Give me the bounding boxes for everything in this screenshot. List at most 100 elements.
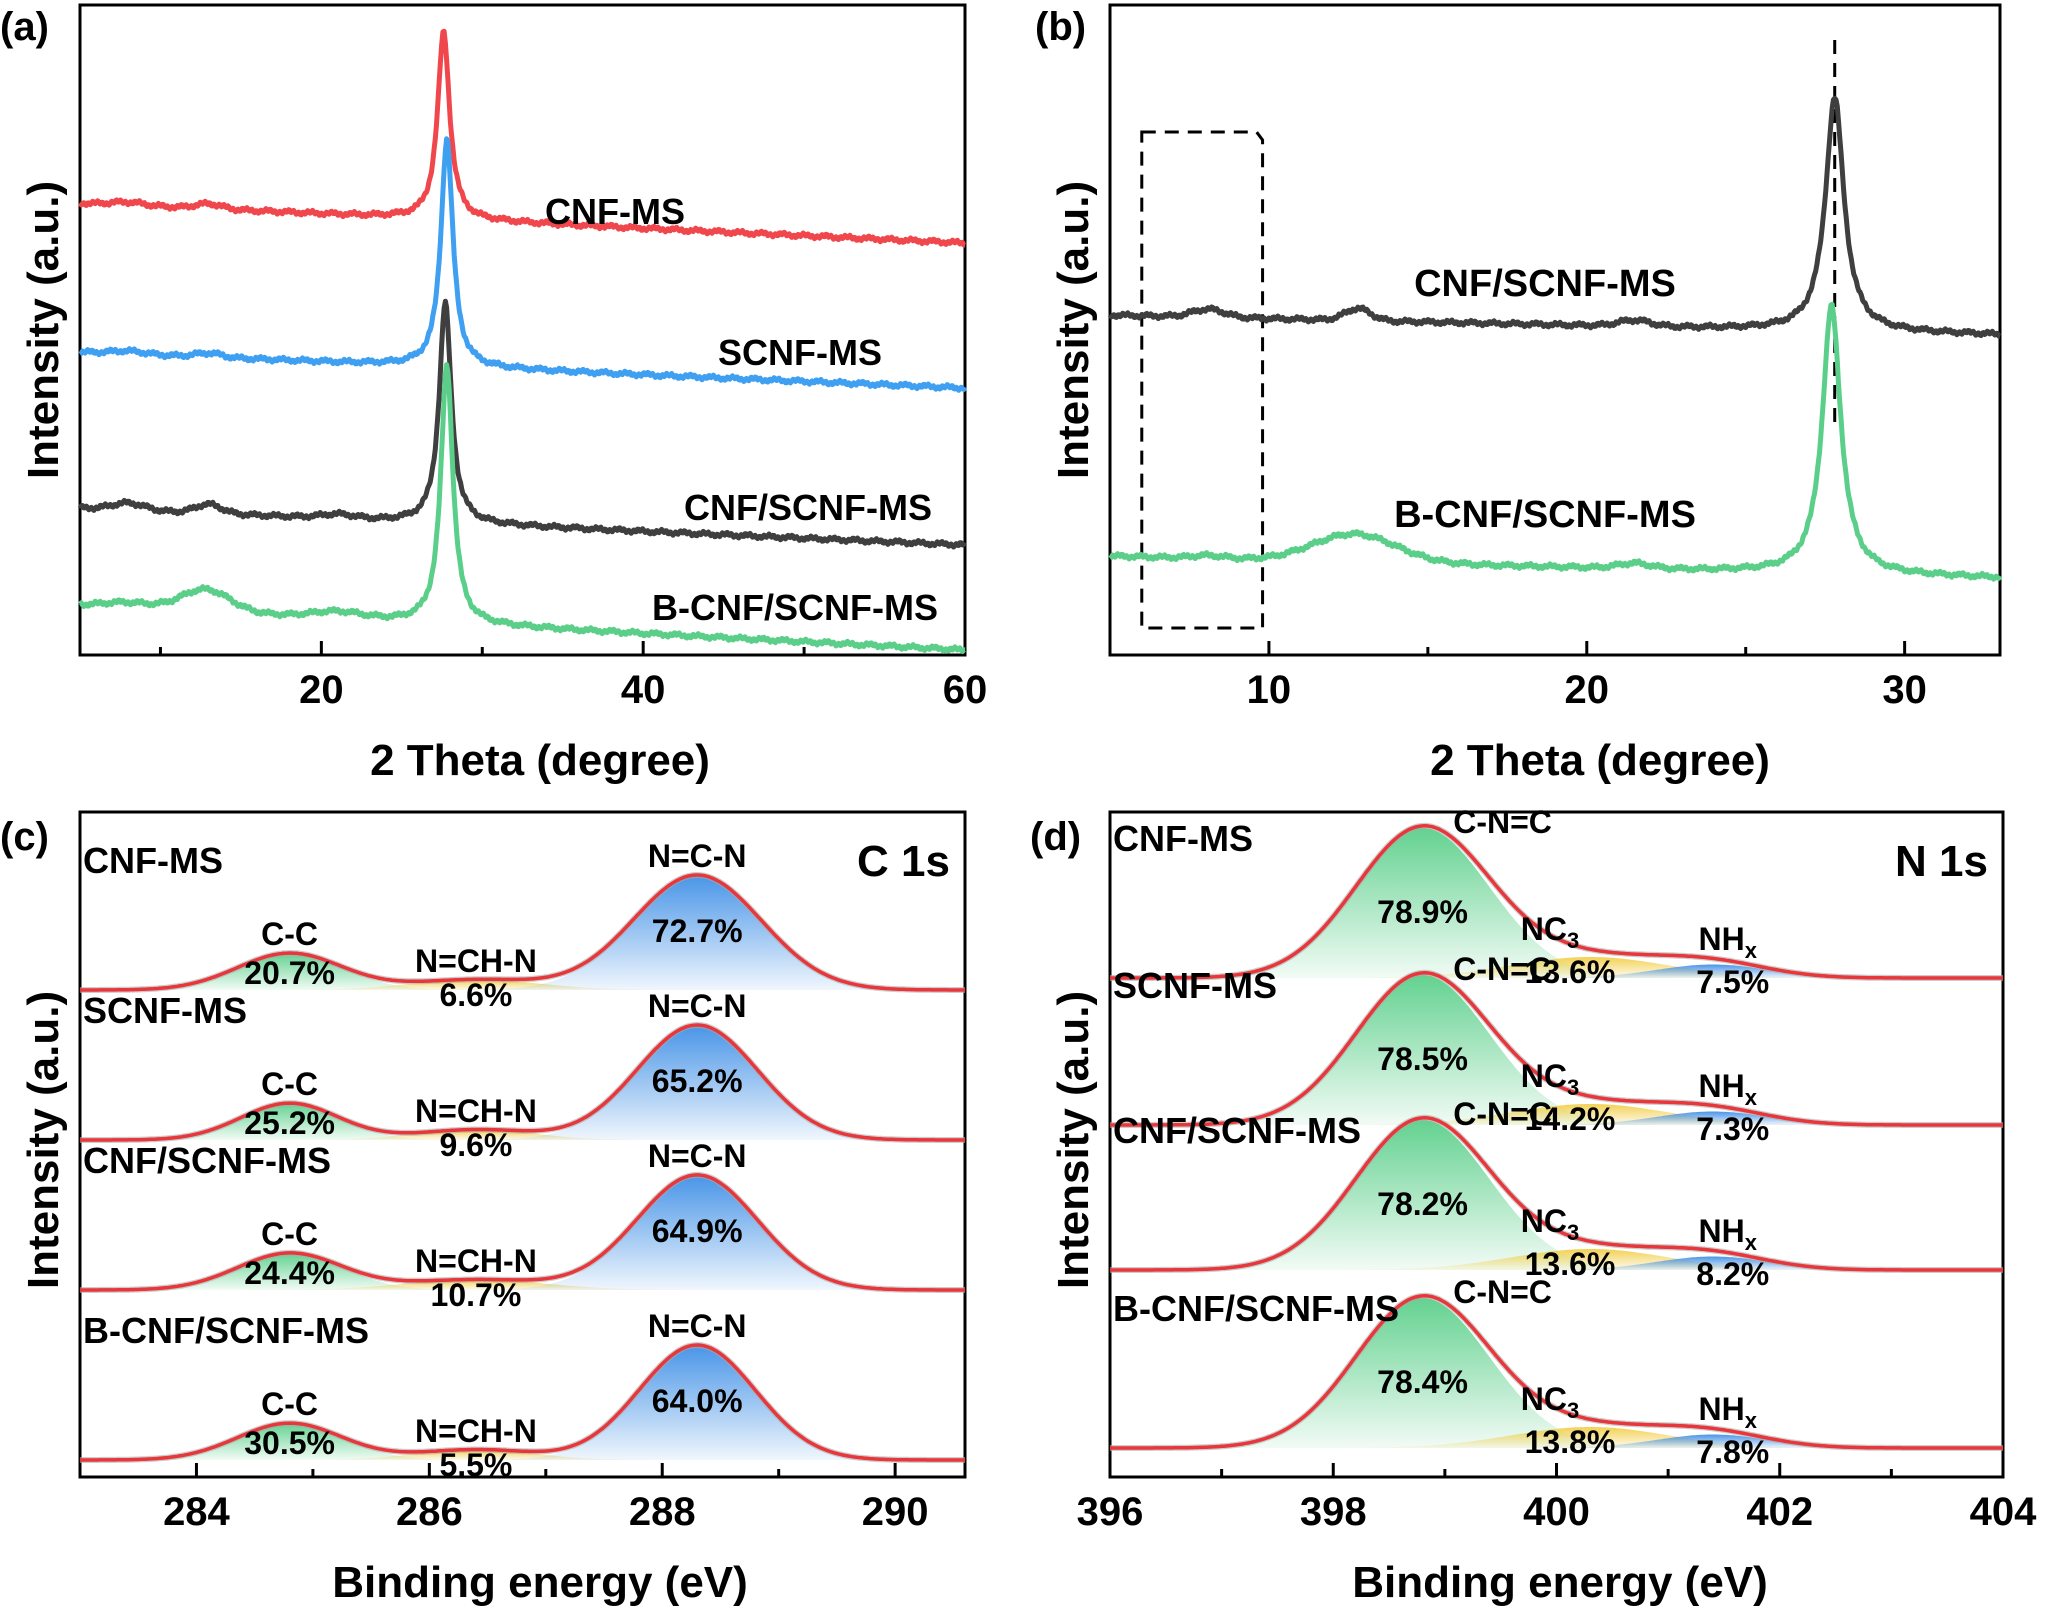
peak-name: N=CH-N (415, 1093, 537, 1129)
component-peak (1110, 1111, 2003, 1125)
fitted-envelope (80, 1343, 965, 1462)
peak-percent: 30.5% (244, 1425, 335, 1461)
series-line (1107, 95, 2002, 339)
peak-percent: 13.8% (1525, 1424, 1616, 1460)
peak-name: C-C (261, 1216, 318, 1252)
panel-c-element: C 1s (857, 837, 950, 886)
component-peak (1110, 1249, 2003, 1270)
component-peak (1110, 1104, 2003, 1125)
peak-percent: 64.9% (652, 1213, 743, 1249)
peak-name: NC3 (1521, 1381, 1579, 1423)
component-peak (1110, 828, 2003, 978)
peak-percent: 24.4% (244, 1255, 335, 1291)
peak-percent: 13.6% (1525, 954, 1616, 990)
peak-name: N=C-N (648, 1308, 747, 1344)
panel-b-frame (1108, 3, 2002, 657)
panel-c-xlabel: Binding energy (eV) (332, 1558, 748, 1607)
peak-percent: 7.3% (1696, 1111, 1769, 1147)
peak-name-subscript: 3 (1567, 928, 1579, 953)
xtick-label: 402 (1746, 1490, 1813, 1534)
peak-name: NHx (1699, 1068, 1758, 1110)
panel-c-series (80, 872, 965, 1463)
series-line (78, 136, 968, 393)
peak-percent: 78.2% (1377, 1186, 1468, 1222)
xtick-label: 40 (621, 668, 666, 712)
peak-name: N=C-N (648, 988, 747, 1024)
panel-b-ylabel: Intensity (a.u.) (1049, 181, 1098, 479)
panel-c-peak-labels: CNF-MSC-C20.7% N=CH-N6.6%N=C-N72.7%SCNF-M… (83, 838, 747, 1483)
panel-b-series-label: B-CNF/SCNF-MS (1394, 494, 1696, 536)
panel-b-series (1107, 95, 2003, 582)
component-peak (80, 1279, 965, 1290)
series-name: B-CNF/SCNF-MS (1113, 1288, 1399, 1329)
fitted-envelope (1110, 971, 2003, 1127)
fitted-envelope (80, 873, 965, 992)
peak-name: C-N=C (1453, 804, 1552, 840)
peak-percent: 64.0% (652, 1383, 743, 1419)
panel-a-series-label: SCNF-MS (718, 332, 882, 373)
peak-name: N=CH-N (415, 1243, 537, 1279)
peak-name: NHx (1699, 921, 1758, 963)
panel-a-series-label: CNF/SCNF-MS (684, 487, 932, 528)
xtick-label: 290 (862, 1490, 929, 1534)
component-peak (80, 1103, 965, 1140)
panel-a-series-label: CNF-MS (545, 191, 685, 232)
xtick-label: 20 (1565, 668, 1610, 712)
peak-percent: 7.8% (1696, 1434, 1769, 1470)
series-name: B-CNF/SCNF-MS (83, 1310, 369, 1351)
series-name: CNF/SCNF-MS (83, 1140, 331, 1181)
panel-a-frame (78, 3, 967, 657)
peak-percent: 8.2% (1696, 1256, 1769, 1292)
peak-percent: 65.2% (652, 1063, 743, 1099)
component-peak (1110, 1427, 2003, 1448)
xtick-label: 288 (629, 1490, 696, 1534)
peak-name: NHx (1699, 1213, 1758, 1255)
panel-c-frame (78, 810, 967, 1479)
panel-d: (d) N 1s 396 398 400 402 404 CNF-MS C-N=C 78.9… (1030, 804, 2037, 1607)
panel-c-ylabel: Intensity (a.u.) (19, 991, 68, 1289)
component-peak (1110, 1256, 2003, 1270)
component-peak (1110, 1434, 2003, 1448)
panel-d-label: (d) (1030, 815, 1081, 859)
peak-percent: 25.2% (244, 1105, 335, 1141)
panel-a: (a) 20 40 60 CNF-MS SCNF-MS CNF/SCNF-MS B-… (0, 3, 988, 785)
peak-percent: 72.7% (652, 913, 743, 949)
fitted-envelope (80, 1173, 965, 1292)
panel-b-label: (b) (1035, 5, 1086, 49)
panel-d-xticks: 396 398 400 402 404 (1077, 1463, 2037, 1534)
series-line (1108, 301, 2003, 582)
peak-percent: 20.7% (244, 955, 335, 991)
peak-name-subscript: x (1745, 1408, 1758, 1433)
peak-name: NC3 (1521, 1203, 1579, 1245)
panel-c-label: (c) (0, 815, 49, 859)
peak-name: C-N=C (1453, 1096, 1552, 1132)
xtick-label: 60 (943, 668, 988, 712)
panel-d-ylabel: Intensity (a.u.) (1049, 991, 1098, 1289)
peak-percent: 78.4% (1377, 1364, 1468, 1400)
xtick-label: 404 (1970, 1490, 2037, 1534)
panel-d-element: N 1s (1895, 837, 1988, 886)
panel-a-ylabel: Intensity (a.u.) (19, 181, 68, 479)
xtick-label: 20 (299, 668, 344, 712)
xtick-label: 396 (1077, 1490, 1144, 1534)
highlight-box (1140, 130, 1265, 630)
peak-name: N=CH-N (415, 943, 537, 979)
panel-b-xlabel: 2 Theta (degree) (1430, 736, 1770, 785)
panel-a-series (77, 28, 968, 655)
peak-name: NHx (1699, 1391, 1758, 1433)
panel-a-series-label: B-CNF/SCNF-MS (652, 587, 938, 628)
peak-percent: 7.5% (1696, 964, 1769, 1000)
component-peak (1110, 1298, 2003, 1448)
peak-name-subscript: x (1745, 1085, 1758, 1110)
component-peak (80, 1449, 965, 1460)
panel-d-series (1110, 822, 2003, 1451)
component-peak (80, 1423, 965, 1460)
component-peak (80, 1345, 965, 1460)
fitted-envelope (1110, 824, 2003, 980)
panel-d-xlabel: Binding energy (eV) (1352, 1558, 1768, 1607)
component-peak (1110, 975, 2003, 1125)
xtick-label: 284 (163, 1490, 230, 1534)
peak-name: C-N=C (1453, 951, 1552, 987)
